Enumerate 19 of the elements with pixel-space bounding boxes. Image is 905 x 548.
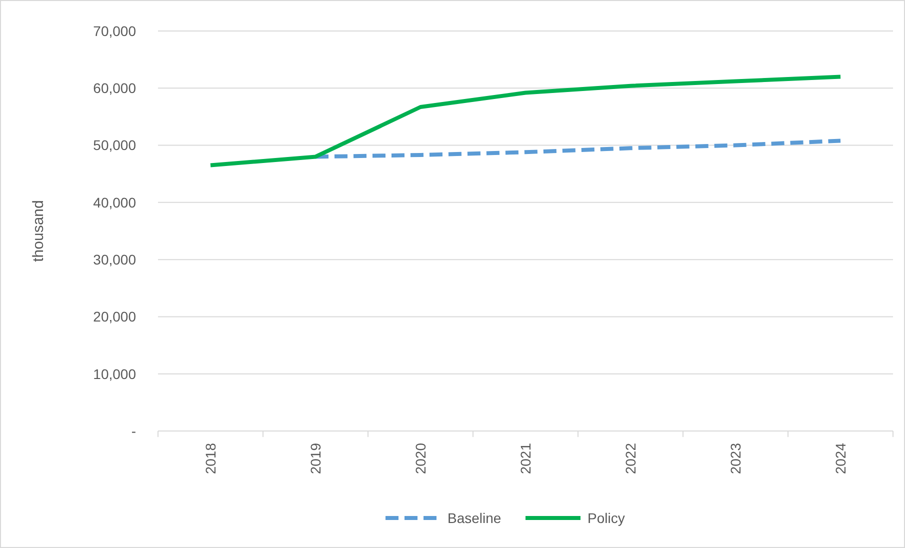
- x-tick-label: 2023: [728, 442, 744, 474]
- y-tick-label: 60,000: [93, 80, 136, 96]
- y-tick-label: 20,000: [93, 308, 136, 325]
- x-tick-label: 2022: [622, 442, 638, 474]
- y-tick-label: 50,000: [93, 137, 136, 154]
- legend-label: Baseline: [448, 510, 502, 526]
- y-tick-label: 30,000: [93, 251, 136, 268]
- y-axis-title: thousand: [30, 200, 47, 262]
- line-series: [208, 74, 842, 168]
- y-tick-label: 70,000: [93, 22, 136, 39]
- x-tick-label: 2021: [518, 442, 534, 474]
- x-tick-label: 2018: [202, 442, 218, 474]
- x-tick-label: 2019: [308, 442, 324, 474]
- y-tick-label: -: [131, 422, 136, 439]
- x-tick-label: 2020: [412, 442, 428, 474]
- y-tick-label: 10,000: [93, 366, 136, 382]
- legend-label: Policy: [588, 510, 625, 526]
- y-tick-label: 40,000: [93, 194, 136, 210]
- x-tick-label: 2024: [832, 442, 848, 474]
